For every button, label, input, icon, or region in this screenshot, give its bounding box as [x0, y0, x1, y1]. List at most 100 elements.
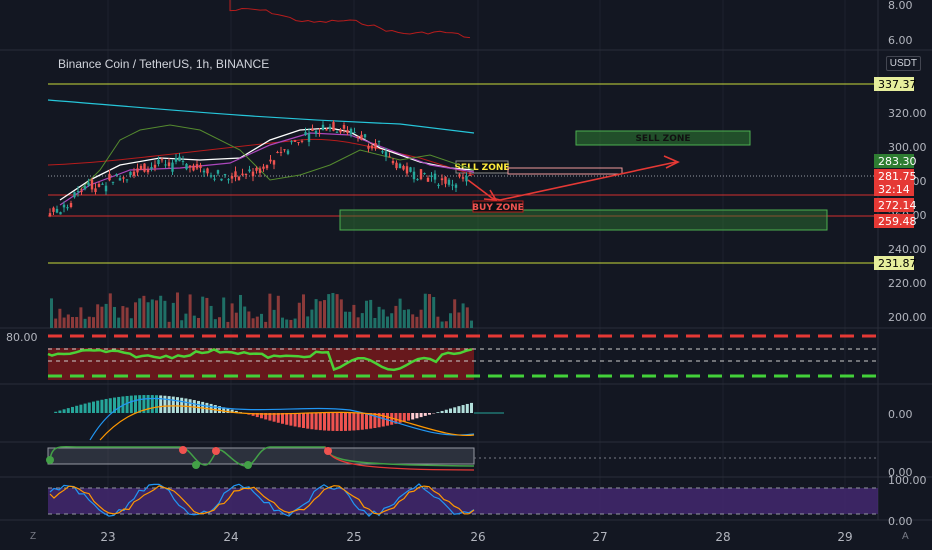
auto-scale-button[interactable]: A	[902, 531, 909, 542]
top-indicator-line	[229, 0, 471, 39]
macd-bar-12	[100, 399, 104, 413]
volume-bar-34	[192, 315, 196, 328]
volume-bar-71	[348, 311, 352, 328]
volume-bar-17	[121, 306, 125, 328]
volume-bar-77	[373, 317, 377, 328]
candle-body-102	[405, 166, 409, 174]
candle-body-32	[160, 159, 164, 161]
volume-bar-22	[142, 295, 146, 328]
macd-bar-21	[138, 395, 142, 413]
candle-body-91	[367, 145, 370, 149]
macd-bar-55	[281, 413, 284, 424]
candle-body-114	[447, 179, 451, 185]
candle-body-105	[416, 179, 419, 181]
candle-body-100	[398, 163, 402, 169]
candle-body-9	[80, 190, 83, 193]
macd-bar-74	[360, 413, 364, 430]
macd-bar-50	[260, 413, 263, 419]
macd-bar-31	[180, 397, 184, 413]
volume-bar-29	[171, 302, 175, 328]
macd-bar-85	[407, 413, 410, 421]
volume-bar-25	[155, 300, 158, 328]
macd-bar-83	[398, 413, 402, 423]
macd-bar-61	[306, 413, 310, 429]
candle-body-43	[199, 164, 202, 169]
macd-bar-32	[184, 398, 188, 413]
candle-body-27	[143, 163, 146, 172]
arrow-head-up	[663, 155, 680, 169]
candle-body-112	[440, 178, 444, 181]
buy-zone-box	[339, 209, 828, 231]
volume-bar-7	[79, 307, 83, 328]
macd-bar-79	[381, 413, 385, 427]
macd-bar-53	[272, 413, 276, 422]
price-label-bg-2	[874, 169, 914, 183]
candle-body-54	[237, 176, 241, 181]
candle-body-83	[339, 130, 342, 133]
candle-body-0	[48, 213, 52, 216]
macd-bar-13	[104, 398, 108, 413]
candle-body-28	[146, 169, 150, 173]
candle-body-11	[87, 182, 90, 186]
macd-bar-29	[171, 396, 175, 413]
candle-body-23	[129, 171, 132, 176]
volume-bar-65	[323, 300, 326, 328]
price-y-tick-6: 200.00	[888, 311, 927, 324]
volume-bar-60	[302, 294, 305, 328]
macd-bar-22	[142, 395, 146, 413]
volume-bar-100	[470, 320, 473, 328]
trend-band	[47, 447, 475, 465]
volume-bar-10	[92, 317, 95, 328]
candle-body-16	[104, 185, 108, 192]
macd-bar-34	[192, 400, 196, 413]
candle-body-10	[83, 186, 87, 190]
candle-body-64	[272, 160, 276, 165]
macd-bar-99	[465, 403, 469, 413]
candle-body-90	[363, 134, 367, 138]
candle-body-34	[167, 162, 171, 167]
candle-body-113	[444, 176, 447, 184]
volume-bar-31	[180, 320, 184, 328]
currency-label[interactable]: USDT	[885, 56, 921, 71]
volume-bar-32	[184, 313, 188, 328]
macd-bar-70	[344, 413, 347, 431]
candle-body-24	[132, 171, 136, 176]
x-tick-0: 23	[100, 530, 115, 544]
price-label-1: 283.30	[878, 155, 917, 168]
candle-body-8	[76, 190, 80, 192]
stoch-y-tick-1: 0.00	[888, 515, 913, 528]
candle-body-70	[293, 140, 297, 142]
trend-signal-dot-3	[212, 447, 220, 455]
volume-bar-5	[71, 317, 74, 328]
price-y-tick-1: 300.00	[888, 141, 927, 154]
volume-bar-48	[251, 318, 255, 328]
price-label-0: 337.37	[878, 78, 917, 91]
macd-bar-82	[394, 413, 398, 424]
candle-body-66	[279, 151, 283, 153]
volume-bar-73	[356, 317, 360, 328]
macd-bar-16	[117, 396, 121, 413]
timezone-button[interactable]: Z	[30, 531, 37, 542]
candle-body-76	[314, 130, 318, 134]
trend-signal-dot-1	[179, 446, 187, 454]
macd-bar-73	[356, 413, 360, 431]
candle-body-30	[153, 164, 157, 168]
volume-bar-13	[104, 303, 108, 328]
osc-y-tick: 80.00	[6, 331, 38, 344]
volume-bar-63	[314, 299, 318, 328]
candle-body-98	[391, 160, 395, 164]
volume-bar-99	[465, 307, 469, 328]
candle-body-48	[216, 170, 220, 174]
buy-zone-callout-bg	[472, 200, 524, 213]
chart-title: Binance Coin / TetherUS, 1h, BINANCE	[58, 57, 270, 71]
volume-bar-90	[428, 294, 431, 328]
candle-body-50	[223, 174, 227, 176]
candle-body-51	[227, 179, 230, 181]
candle-body-77	[318, 133, 321, 135]
candle-body-81	[332, 122, 335, 131]
volume-bar-19	[129, 318, 133, 328]
volume-bar-58	[293, 318, 297, 328]
candle-body-36	[174, 158, 178, 162]
volume-bar-23	[146, 302, 150, 328]
